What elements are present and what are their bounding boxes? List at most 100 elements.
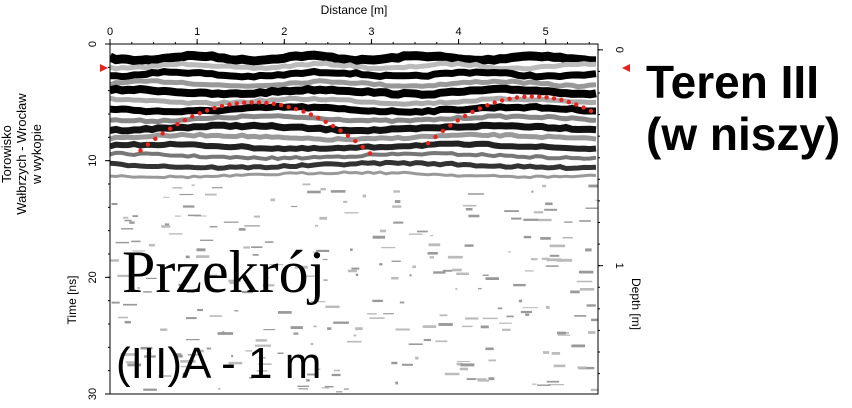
plot-frame xyxy=(109,43,599,395)
hyperbola-1-point xyxy=(293,106,299,112)
reflection-band xyxy=(110,102,596,116)
hyperbola-2-point xyxy=(574,102,579,107)
hyperbola-2-point xyxy=(470,109,475,115)
reflection-band xyxy=(110,131,597,143)
hyperbola-1-point xyxy=(279,103,284,108)
hyperbola-1-point xyxy=(182,118,188,123)
hyperbola-1-point xyxy=(367,151,373,156)
x-axis-label: Distance [m] xyxy=(321,3,388,17)
hyperbola-markers xyxy=(138,94,594,156)
y-tick-label: 30 xyxy=(87,388,99,400)
site-label-line-3: w wykopie xyxy=(29,124,44,184)
hyperbola-2-point xyxy=(462,113,468,119)
y-tick-label: 20 xyxy=(87,271,99,283)
hyperbola-1-point xyxy=(271,101,276,107)
hyperbola-1-point xyxy=(323,119,328,125)
x-tick-label: 4 xyxy=(456,26,462,38)
site-label-line-2: Wałbrzych - Wrocław xyxy=(14,93,29,215)
x-axis-ticks: 0 1 2 3 4 5 xyxy=(107,26,590,44)
hyperbola-1-point xyxy=(256,100,262,105)
hyperbola-1-point xyxy=(301,109,306,114)
x-tick-label: 2 xyxy=(281,26,287,38)
depth-axis-ticks: 01 xyxy=(598,47,625,375)
reflection-band xyxy=(110,50,597,66)
hyperbola-1-point xyxy=(138,148,143,153)
x-tick-label: 0 xyxy=(107,26,113,38)
y-axis-label: Time [ns] xyxy=(65,276,79,325)
reflection-bands xyxy=(110,50,598,393)
hyperbola-1-point xyxy=(145,142,151,147)
reflection-band xyxy=(110,140,597,153)
y-axis-ticks: 0 10 20 30 xyxy=(87,41,110,400)
reflection-band xyxy=(110,84,597,99)
hyperbola-2-point xyxy=(440,128,446,134)
hyperbola-2-point xyxy=(507,96,512,102)
chart-title-line-2: (w niszy) xyxy=(646,108,841,160)
hyperbola-2-point xyxy=(499,98,505,103)
hyperbola-2-point xyxy=(425,141,431,146)
hyperbola-2-point xyxy=(588,108,594,114)
reflection-band xyxy=(110,170,597,180)
hyperbola-2-point xyxy=(551,96,557,101)
reflection-band xyxy=(110,113,597,125)
hyperbola-1-point xyxy=(190,114,195,119)
hyperbola-1-point xyxy=(353,138,358,144)
hyperbola-1-point xyxy=(316,115,321,121)
hyperbola-1-point xyxy=(197,111,202,116)
hyperbola-1-point xyxy=(264,100,269,106)
hyperbola-1-point xyxy=(308,112,314,117)
hyperbola-2-point xyxy=(492,100,497,105)
hyperbola-2-point xyxy=(514,95,520,100)
hyperbola-1-point xyxy=(234,101,239,106)
hyperbola-1-point xyxy=(242,100,247,105)
hyperbola-2-point xyxy=(448,123,453,128)
hyperbola-1-point xyxy=(212,105,217,111)
hyperbola-2-point xyxy=(544,95,549,100)
y-tick-label: 0 xyxy=(87,41,99,47)
hyperbola-1-point xyxy=(227,102,232,107)
hyperbola-2-point xyxy=(537,94,542,99)
hyperbola-2-point xyxy=(566,99,571,105)
chart-title-line-1: Teren III xyxy=(646,56,819,108)
hyperbola-1-point xyxy=(345,133,351,138)
hyperbola-1-point xyxy=(175,122,180,127)
reflection-band xyxy=(110,150,597,162)
depth-axis-label: Depth [m] xyxy=(629,278,643,330)
reflection-band xyxy=(110,159,597,172)
hyperbola-1-point xyxy=(219,103,225,109)
y-tick-label: 10 xyxy=(87,155,99,167)
site-label: Torowisko Wałbrzych - Wrocław w wykopie xyxy=(0,84,47,224)
site-label-line-1: Torowisko xyxy=(0,125,14,183)
hyperbola-1-point xyxy=(167,126,173,131)
hyperbola-1-point xyxy=(360,144,365,150)
reflection-band xyxy=(110,95,597,107)
hyperbola-2-point xyxy=(522,94,527,100)
annotation-section-id: (III)A - 1 m xyxy=(116,339,322,388)
x-tick-label: 3 xyxy=(368,26,374,38)
reflection-band xyxy=(110,78,597,90)
hyperbola-2-point xyxy=(433,134,438,139)
x-tick-label: 5 xyxy=(543,26,549,38)
reflection-band xyxy=(110,121,597,135)
hyperbola-2-point xyxy=(559,97,564,103)
reflection-band xyxy=(110,60,597,72)
hyperbola-2-point xyxy=(529,94,534,99)
depth-tick-label: 0 xyxy=(613,47,625,53)
left-surface-marker xyxy=(100,64,108,72)
depth-tick-label: 1 xyxy=(613,263,625,269)
annotation-przekroj: Przekrój xyxy=(122,239,326,305)
hyperbola-1-point xyxy=(160,131,165,136)
chart-title: Teren III (w niszy) xyxy=(646,56,840,160)
hyperbola-1-point xyxy=(153,136,158,141)
hyperbola-1-point xyxy=(286,104,291,110)
reflection-band xyxy=(110,67,597,81)
x-tick-label: 1 xyxy=(194,26,200,38)
hyperbola-2-point xyxy=(455,118,460,123)
hyperbola-2-point xyxy=(477,106,483,111)
hyperbola-2-point xyxy=(485,103,490,108)
hyperbola-1-point xyxy=(338,128,343,133)
right-surface-marker xyxy=(622,64,630,72)
hyperbola-2-point xyxy=(581,105,586,110)
hyperbola-1-point xyxy=(205,108,210,113)
